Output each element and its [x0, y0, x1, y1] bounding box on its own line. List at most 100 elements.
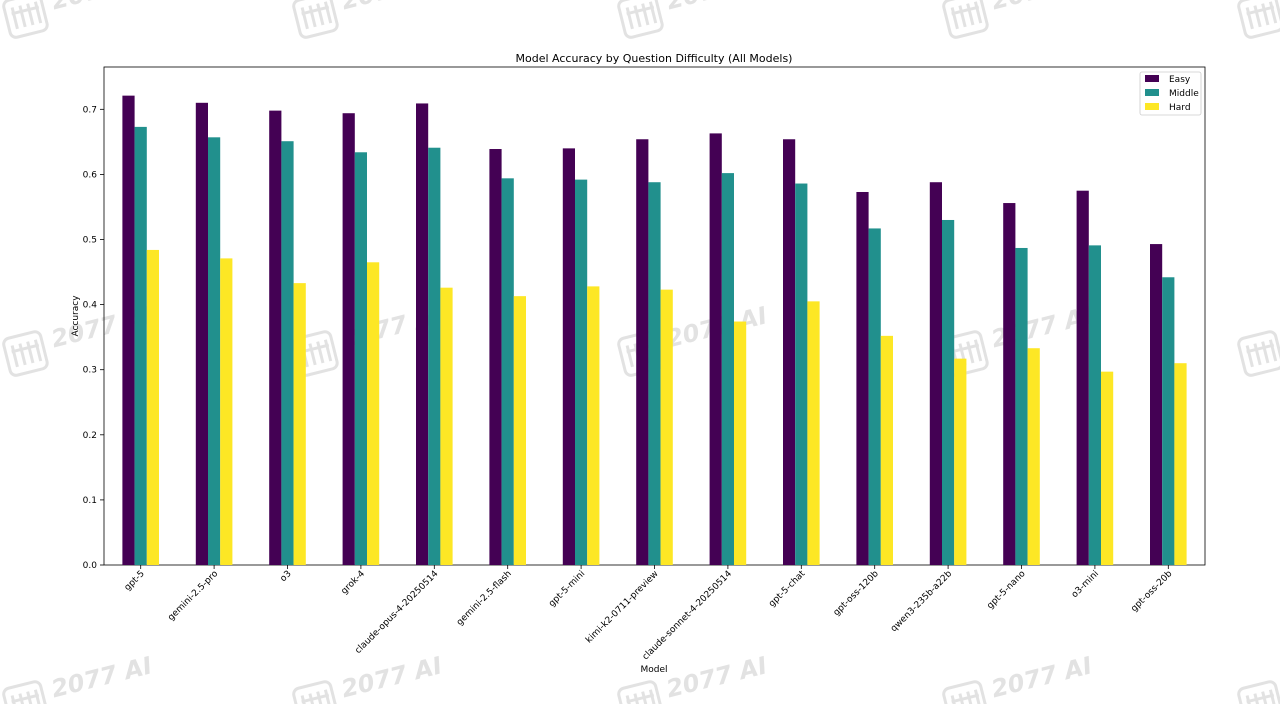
bar-hard-gpt-5-mini: [587, 286, 600, 565]
bar-middle-o3-mini: [1088, 245, 1101, 565]
bar-hard-o3-mini: [1101, 371, 1114, 565]
bar-middle-gpt-5-chat: [795, 183, 808, 565]
bar-easy-grok-4: [342, 113, 355, 565]
y-tick-label: 0.7: [83, 105, 97, 115]
legend-swatch-hard: [1145, 103, 1159, 110]
bar-easy-gemini-2.5-flash: [489, 149, 502, 565]
bar-easy-kimi-k2-0711-preview: [636, 139, 649, 565]
watermark-logo: 2077 AI: [617, 651, 770, 704]
svg-text:2077 AI: 2077 AI: [989, 651, 1095, 703]
x-tick-label: gpt-5: [123, 569, 147, 593]
bar-easy-claude-opus-4-20250514: [416, 103, 429, 565]
bar-middle-kimi-k2-0711-preview: [648, 182, 661, 565]
legend-label-hard: Hard: [1169, 103, 1191, 113]
bar-hard-qwen3-235b-a22b: [954, 358, 967, 565]
bar-hard-gpt-oss-120b: [880, 335, 893, 565]
svg-text:2077 AI: 2077 AI: [339, 651, 445, 703]
bar-middle-o3: [281, 141, 294, 565]
legend-label-middle: Middle: [1169, 89, 1199, 99]
watermark-logo: 2077 AI: [1237, 680, 1280, 704]
bar-easy-gpt-5-nano: [1003, 203, 1016, 566]
x-tick-label: kimi-k2-0711-preview: [584, 569, 660, 645]
bar-hard-grok-4: [367, 262, 380, 565]
x-tick-label: o3: [279, 569, 294, 584]
svg-text:2077 AI: 2077 AI: [339, 0, 445, 15]
watermark-logo: 2077 AI: [1237, 330, 1280, 377]
watermark-logo: 2077 AI: [942, 651, 1095, 704]
watermark-logo: 2077 AI: [1237, 0, 1280, 39]
x-tick-label: gpt-5-chat: [767, 569, 808, 610]
bar-hard-gpt-oss-20b: [1174, 363, 1187, 565]
x-tick-label: gemini-2.5-flash: [455, 569, 514, 628]
x-tick-label: gpt-oss-120b: [832, 569, 881, 618]
bar-middle-gemini-2.5-flash: [501, 178, 514, 565]
bar-middle-qwen3-235b-a22b: [942, 219, 955, 566]
x-tick-label: claude-opus-4-20250514: [353, 569, 440, 656]
svg-text:2077 AI: 2077 AI: [989, 0, 1095, 15]
bar-easy-o3: [269, 110, 282, 566]
plot-area: 0.0 0.1 0.2 0.3 0.4 0.5 0.6 0.7 gpt-5 gemini-2.5…: [83, 66, 1206, 662]
watermark-logo: 2077 AI: [942, 0, 1095, 39]
bar-hard-gemini-2.5-flash: [513, 296, 526, 565]
bar-easy-gpt-oss-20b: [1150, 244, 1163, 565]
x-axis: gpt-5 gemini-2.5-pro o3 grok-4claude-opus-4…: [123, 565, 1175, 662]
bar-middle-gpt-5-mini: [575, 179, 588, 565]
y-tick-label: 0.6: [83, 170, 98, 180]
y-tick-label: 0.4: [83, 301, 98, 311]
bar-easy-gpt-5-mini: [562, 148, 575, 565]
x-tick-label: o3-mini: [1070, 569, 1101, 600]
bar-group: [122, 95, 1187, 566]
x-tick-label: gpt-oss-20b: [1129, 569, 1174, 614]
legend-swatch-middle: [1145, 89, 1159, 96]
bar-hard-gpt-5-nano: [1027, 348, 1040, 565]
x-tick-label: grok-4: [339, 569, 367, 597]
legend: Easy Middle Hard: [1139, 71, 1202, 116]
y-tick-label: 0.5: [83, 236, 97, 246]
svg-text:2077 AI: 2077 AI: [664, 651, 770, 703]
x-tick-label: gpt-5-nano: [985, 569, 1027, 611]
bar-middle-grok-4: [354, 152, 367, 565]
bar-hard-claude-sonnet-4-20250514: [734, 321, 747, 565]
bar-middle-claude-sonnet-4-20250514: [721, 173, 734, 566]
x-axis-label: Model: [640, 665, 667, 675]
bar-middle-claude-opus-4-20250514: [428, 147, 441, 565]
y-axis: 0.0 0.1 0.2 0.3 0.4 0.5 0.6 0.7: [83, 105, 104, 571]
y-tick-label: 0.2: [83, 431, 97, 441]
legend-swatch-easy: [1145, 75, 1159, 82]
bar-hard-gemini-2.5-pro: [220, 258, 233, 565]
watermark-logo: 2077 AI: [2, 651, 155, 704]
y-tick-label: 0.3: [83, 366, 97, 376]
x-tick-label: claude-sonnet-4-20250514: [641, 569, 734, 662]
svg-text:2077 AI: 2077 AI: [49, 0, 155, 15]
bar-middle-gpt-oss-20b: [1162, 277, 1175, 565]
bar-middle-gemini-2.5-pro: [208, 137, 221, 565]
watermark-logo: 2077 AI: [2, 0, 155, 39]
y-tick-label: 0.1: [83, 496, 97, 506]
bar-easy-claude-sonnet-4-20250514: [709, 133, 722, 565]
watermark-logo: 2077 AI: [292, 651, 445, 704]
bar-middle-gpt-5-nano: [1015, 247, 1028, 565]
bar-easy-gpt-5-chat: [783, 139, 796, 565]
bar-easy-gemini-2.5-pro: [195, 102, 208, 566]
svg-text:2077 AI: 2077 AI: [49, 651, 155, 703]
x-tick-label: gemini-2.5-pro: [166, 569, 220, 623]
bar-hard-gpt-5: [146, 249, 159, 565]
bar-easy-gpt-5: [122, 95, 135, 565]
bar-hard-claude-opus-4-20250514: [440, 287, 453, 565]
watermark-logo: 2077 AI: [292, 0, 445, 39]
x-tick-label: qwen3-235b-a22b: [889, 569, 954, 634]
bar-hard-kimi-k2-0711-preview: [660, 289, 673, 565]
bar-middle-gpt-5: [134, 126, 147, 565]
x-tick-label: gpt-5-mini: [547, 569, 587, 609]
chart-title: Model Accuracy by Question Difficulty (A…: [516, 52, 793, 65]
y-axis-label: Accuracy: [71, 295, 81, 337]
legend-label-easy: Easy: [1169, 75, 1191, 85]
bar-middle-gpt-oss-120b: [868, 228, 881, 565]
y-tick-label: 0.0: [83, 561, 98, 571]
svg-text:2077 AI: 2077 AI: [664, 0, 770, 15]
watermark-logo: 2077 AI: [617, 0, 770, 39]
bar-hard-o3: [293, 283, 306, 565]
bar-easy-qwen3-235b-a22b: [929, 182, 942, 565]
bar-easy-o3-mini: [1076, 190, 1089, 565]
